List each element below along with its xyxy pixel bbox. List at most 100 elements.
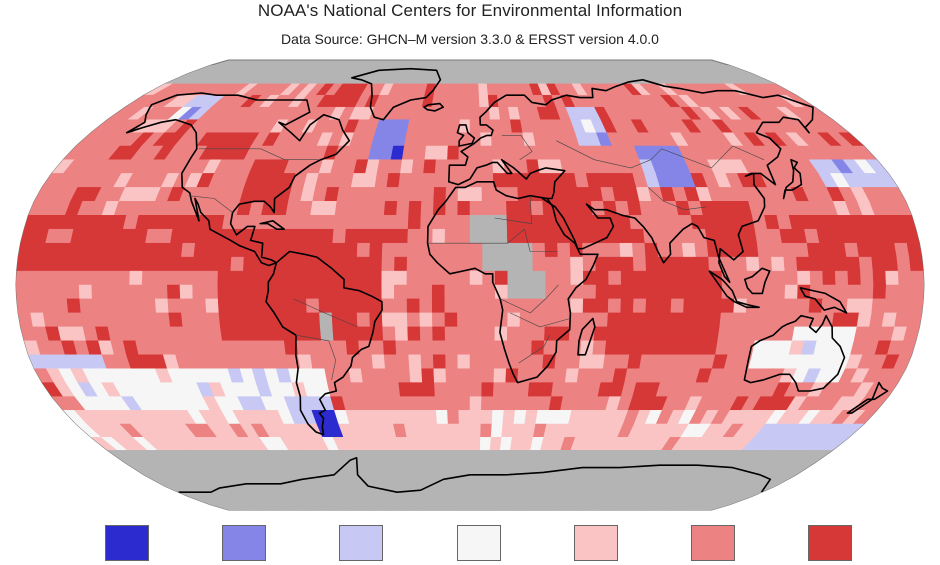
grid-cell	[909, 298, 924, 314]
grid-cell	[179, 284, 194, 300]
grid-cell	[444, 73, 455, 85]
grid-cell	[385, 368, 399, 383]
grid-cell	[419, 312, 433, 328]
grid-cell	[385, 187, 399, 202]
australia-coast	[743, 314, 846, 392]
grid-cell	[268, 298, 282, 314]
grid-cell	[154, 284, 169, 300]
grid-cell	[397, 504, 411, 510]
grid-cell	[130, 312, 146, 328]
grid-cell	[332, 326, 347, 342]
grid-cell	[217, 298, 232, 314]
grid-cell	[230, 270, 244, 286]
grid-cell	[28, 298, 44, 314]
grid-cell	[406, 298, 421, 314]
grid-cell	[469, 94, 480, 108]
grid-cell	[334, 354, 350, 369]
grid-cell	[469, 354, 483, 369]
grid-cell	[91, 270, 106, 286]
grid-cell	[446, 65, 456, 74]
grid-cell	[667, 326, 683, 342]
grid-cell	[620, 270, 635, 286]
grid-cell	[607, 312, 621, 328]
grid-cell	[381, 270, 395, 286]
grid-cell	[759, 284, 773, 300]
grid-cell	[303, 504, 323, 510]
grid-cell	[492, 396, 506, 411]
grid-cell	[116, 284, 131, 300]
grid-cell	[644, 312, 659, 328]
grid-cell	[423, 159, 437, 174]
grid-cell	[544, 326, 558, 342]
grid-cell	[368, 284, 383, 300]
grid-cell	[53, 284, 68, 300]
grid-cell	[481, 354, 495, 369]
grid-cell	[282, 504, 303, 510]
grid-cell	[494, 228, 508, 244]
grid-cell	[204, 284, 219, 300]
grid-cell	[518, 340, 533, 356]
grid-cell	[343, 298, 358, 314]
grid-cell	[388, 159, 403, 174]
grid-cell	[469, 437, 481, 451]
grid-cell	[142, 298, 157, 314]
grid-cell	[885, 284, 900, 300]
grid-cell	[641, 340, 657, 356]
grid-cell	[457, 340, 471, 356]
grid-cell	[479, 437, 492, 451]
grid-cell	[318, 504, 336, 510]
grid-cell	[847, 270, 862, 286]
grid-cell	[294, 326, 310, 342]
grid-cell	[267, 284, 282, 300]
grid-cell	[479, 450, 491, 464]
grid-cell	[440, 504, 451, 510]
grid-cell	[532, 270, 546, 286]
grid-cell	[305, 270, 320, 286]
grid-cell	[469, 504, 478, 510]
grid-cell	[432, 326, 446, 342]
grid-cell	[436, 132, 450, 147]
grid-cell	[307, 326, 322, 342]
grid-cell	[906, 312, 923, 328]
grid-cell	[645, 298, 660, 314]
grid-cell	[860, 270, 874, 286]
grid-cell	[506, 228, 521, 244]
grid-cell	[217, 284, 231, 300]
grid-cell	[604, 504, 622, 510]
grid-cell	[570, 256, 584, 272]
borneo-coast	[744, 267, 771, 295]
grid-cell	[690, 340, 706, 356]
grid-cell	[444, 340, 458, 356]
grid-cell	[444, 228, 458, 244]
grid-cell	[493, 354, 508, 369]
grid-cell	[55, 242, 71, 258]
grid-cell	[424, 410, 438, 425]
country-border	[500, 284, 559, 314]
grid-cell	[356, 256, 370, 272]
country-border	[188, 195, 233, 213]
grid-cell	[296, 504, 316, 510]
grid-cell	[708, 298, 723, 314]
country-border	[199, 148, 319, 160]
grid-cell	[407, 326, 421, 342]
grid-cell	[460, 83, 471, 96]
iceland-coast	[423, 102, 444, 112]
grid-cell	[369, 228, 384, 244]
grid-cell	[406, 256, 421, 272]
grid-cell	[595, 270, 609, 286]
grid-cell	[503, 396, 517, 411]
grid-cell	[506, 215, 520, 230]
grid-cell	[460, 94, 471, 108]
grid-cell	[504, 382, 518, 397]
grid-cell	[446, 396, 459, 411]
grid-cell	[319, 228, 334, 244]
grid-cell	[834, 284, 849, 300]
grid-cell	[881, 242, 898, 258]
grid-cell	[206, 242, 221, 258]
grid-cell	[530, 354, 544, 369]
grid-cell	[344, 326, 359, 342]
grid-cell	[448, 437, 461, 451]
grid-cell	[129, 256, 144, 272]
grid-cell	[469, 496, 479, 505]
grid-cell	[461, 65, 471, 74]
